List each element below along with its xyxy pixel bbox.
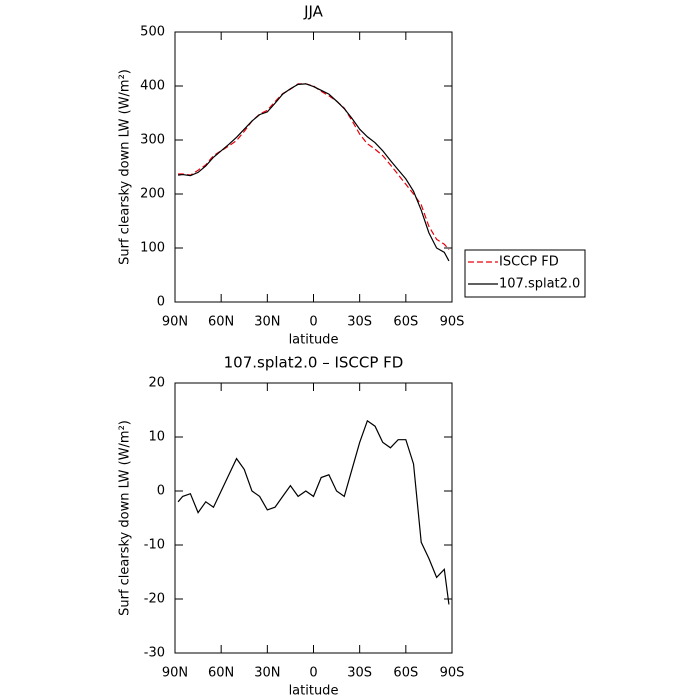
y-tick-label: 200 [140,187,165,202]
y-axis-label: Surf clearsky down LW (W/m²) [118,69,133,265]
y-tick-label: -30 [144,646,165,661]
chart-title: JJA [303,3,324,21]
y-tick-label: 300 [140,133,165,148]
x-tick-label: 90N [162,315,188,330]
y-tick-label: 10 [148,430,165,445]
x-axis-label: latitude [289,333,339,348]
x-tick-label: 60S [393,315,418,330]
chart-title: 107.splat2.0 – ISCCP FD [224,354,404,372]
x-tick-label: 30S [347,666,372,681]
data-line [178,83,450,262]
y-tick-label: 100 [140,241,165,256]
y-tick-label: 400 [140,79,165,94]
x-tick-label: 90S [440,666,465,681]
y-tick-label: -20 [144,592,165,607]
x-tick-label: 60N [208,666,234,681]
data-line [177,419,450,605]
x-tick-label: 0 [309,315,317,330]
legend-box [464,249,586,298]
legend-label: ISCCP FD [499,255,559,270]
data-line [178,83,450,251]
y-tick-label: 20 [148,376,165,391]
y-tick-label: 500 [140,25,165,40]
x-tick-label: 0 [309,666,317,681]
y-axis-label: Surf clearsky down LW (W/m²) [118,420,133,616]
y-tick-label: -10 [144,538,165,553]
x-tick-label: 90N [162,666,188,681]
x-tick-label: 60N [208,315,234,330]
plot-frame [174,382,453,654]
y-tick-label: 0 [157,484,165,499]
x-tick-label: 90S [440,315,465,330]
x-tick-label: 30N [254,666,280,681]
y-tick-label: 0 [157,295,165,310]
legend-label: 107.splat2.0 [499,277,580,292]
x-tick-label: 30N [254,315,280,330]
x-tick-label: 60S [393,666,418,681]
x-tick-label: 30S [347,315,372,330]
plot-frame [174,31,453,303]
x-axis-label: latitude [289,684,339,699]
